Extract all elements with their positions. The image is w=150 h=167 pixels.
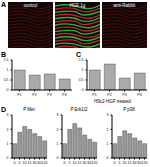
svg-text:1: 1 bbox=[107, 142, 109, 146]
svg-text:1: 1 bbox=[8, 68, 9, 72]
svg-text:30: 30 bbox=[133, 161, 137, 165]
svg-text:5: 5 bbox=[19, 161, 21, 165]
svg-text:3: 3 bbox=[107, 113, 109, 117]
html-text:H9c2-HGF treated: H9c2-HGF treated bbox=[94, 99, 131, 104]
svg-text:1.5: 1.5 bbox=[79, 58, 84, 62]
svg-text:0.5: 0.5 bbox=[79, 78, 84, 82]
svg-text:P1: P1 bbox=[92, 93, 96, 97]
svg-text:120: 120 bbox=[142, 161, 143, 165]
html-text:P p38: P p38 bbox=[123, 107, 135, 112]
svg-text:P1: P1 bbox=[17, 93, 21, 97]
svg-text:2: 2 bbox=[8, 128, 9, 132]
svg-text:10: 10 bbox=[23, 161, 27, 165]
svg-text:60: 60 bbox=[37, 161, 42, 165]
svg-text:P2: P2 bbox=[107, 93, 111, 97]
html-text:B: B bbox=[1, 51, 7, 58]
svg-text:0: 0 bbox=[57, 156, 59, 160]
svg-text:0: 0 bbox=[107, 156, 109, 160]
svg-text:1: 1 bbox=[8, 142, 9, 146]
svg-text:15: 15 bbox=[78, 161, 82, 165]
svg-text:5: 5 bbox=[119, 161, 121, 165]
svg-text:10: 10 bbox=[73, 161, 77, 165]
svg-text:P3: P3 bbox=[122, 93, 126, 97]
svg-text:30: 30 bbox=[83, 161, 87, 165]
svg-text:1.5: 1.5 bbox=[8, 58, 9, 62]
html-text:P Erk1/2: P Erk1/2 bbox=[70, 107, 88, 112]
html-text:control: control bbox=[23, 3, 38, 8]
svg-text:1: 1 bbox=[57, 142, 59, 146]
svg-text:2: 2 bbox=[57, 128, 59, 132]
svg-text:0: 0 bbox=[8, 88, 9, 92]
svg-text:0: 0 bbox=[14, 161, 16, 165]
html-text:P Met: P Met bbox=[23, 107, 35, 112]
svg-text:0: 0 bbox=[82, 88, 84, 92]
svg-text:1: 1 bbox=[82, 68, 84, 72]
svg-text:120: 120 bbox=[92, 161, 98, 165]
html-text:D: D bbox=[1, 106, 7, 113]
svg-text:60: 60 bbox=[137, 161, 142, 165]
svg-text:30: 30 bbox=[33, 161, 37, 165]
svg-text:0: 0 bbox=[8, 156, 9, 160]
html-text:HGF 1g: HGF 1g bbox=[69, 3, 86, 8]
svg-text:5: 5 bbox=[69, 161, 71, 165]
svg-text:60: 60 bbox=[87, 161, 92, 165]
svg-text:15: 15 bbox=[128, 161, 132, 165]
svg-text:P4: P4 bbox=[137, 93, 141, 97]
svg-text:15: 15 bbox=[28, 161, 32, 165]
html-text:C: C bbox=[76, 51, 82, 58]
svg-text:P3: P3 bbox=[47, 93, 51, 97]
svg-text:2: 2 bbox=[107, 128, 109, 132]
svg-text:P4: P4 bbox=[62, 93, 66, 97]
svg-text:P2: P2 bbox=[32, 93, 36, 97]
html-text:anti-Rabbit: anti-Rabbit bbox=[113, 3, 136, 8]
svg-text:3: 3 bbox=[57, 113, 59, 117]
svg-text:0: 0 bbox=[64, 161, 66, 165]
svg-text:0: 0 bbox=[114, 161, 116, 165]
svg-text:10: 10 bbox=[123, 161, 127, 165]
svg-text:3: 3 bbox=[8, 113, 9, 117]
svg-text:120: 120 bbox=[42, 161, 48, 165]
html-text:A: A bbox=[1, 1, 7, 8]
svg-text:0.5: 0.5 bbox=[8, 78, 9, 82]
